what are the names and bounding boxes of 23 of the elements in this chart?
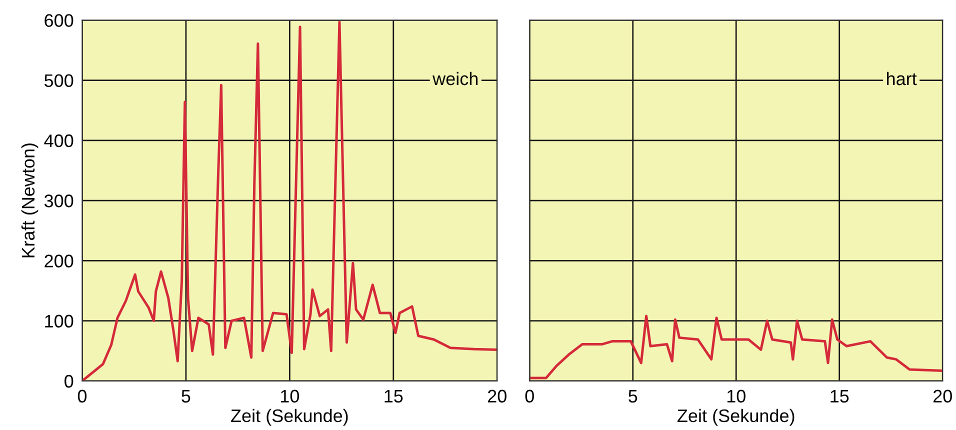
x-tick-label: 20	[488, 390, 506, 403]
x-tick-label: 15	[384, 390, 403, 403]
x-tick-label: 10	[727, 390, 746, 403]
y-tick-label: 200	[44, 254, 74, 268]
x-tick-label: 5	[628, 390, 638, 403]
x-axis-title: Zeit (Sekunde)	[231, 408, 348, 426]
line-series	[82, 20, 498, 381]
y-tick-label: 100	[45, 314, 74, 328]
x-tick-label: 5	[182, 390, 190, 403]
x-tick-label: 20	[933, 390, 952, 403]
text: weich	[432, 72, 478, 86]
y-tick-label: 400	[44, 134, 74, 148]
y-tick-label: 0	[64, 374, 74, 388]
text: hart	[887, 72, 917, 86]
y-tick-label: 300	[44, 194, 74, 208]
x-tick-label: 15	[830, 390, 849, 403]
x-tick-label: 0	[78, 390, 87, 403]
y-tick-label: 600	[44, 14, 74, 27]
x-axis-title: Zeit (Sekunde)	[677, 408, 794, 426]
x-tick-label: 0	[525, 390, 534, 403]
y-axis-title: Kraft (Newton)	[21, 144, 38, 258]
y-tick-label: 500	[44, 74, 74, 88]
x-tick-label: 10	[281, 390, 300, 403]
